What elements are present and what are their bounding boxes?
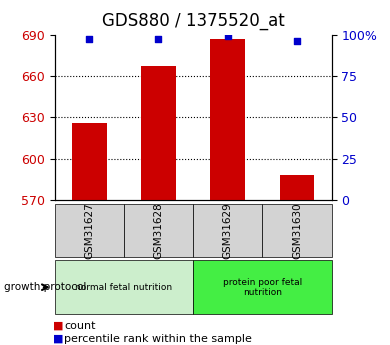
Text: ■: ■	[53, 321, 64, 331]
Point	[86, 37, 92, 42]
Point	[155, 36, 161, 41]
Title: GDS880 / 1375520_at: GDS880 / 1375520_at	[102, 12, 284, 30]
Bar	[72, 123, 106, 200]
Text: count: count	[64, 321, 96, 331]
Text: percentile rank within the sample: percentile rank within the sample	[64, 334, 252, 344]
Text: GSM31628: GSM31628	[153, 202, 163, 259]
Bar	[141, 66, 176, 200]
Bar	[210, 39, 245, 200]
Text: GSM31627: GSM31627	[84, 202, 94, 259]
Text: growth protocol: growth protocol	[4, 282, 86, 292]
Point	[294, 38, 300, 44]
Point	[225, 33, 231, 39]
Text: protein poor fetal
nutrition: protein poor fetal nutrition	[223, 277, 302, 297]
Text: normal fetal nutrition: normal fetal nutrition	[75, 283, 172, 292]
Text: GSM31630: GSM31630	[292, 202, 302, 259]
Text: GSM31629: GSM31629	[223, 202, 233, 259]
Text: ■: ■	[53, 334, 64, 344]
Bar	[280, 175, 314, 200]
